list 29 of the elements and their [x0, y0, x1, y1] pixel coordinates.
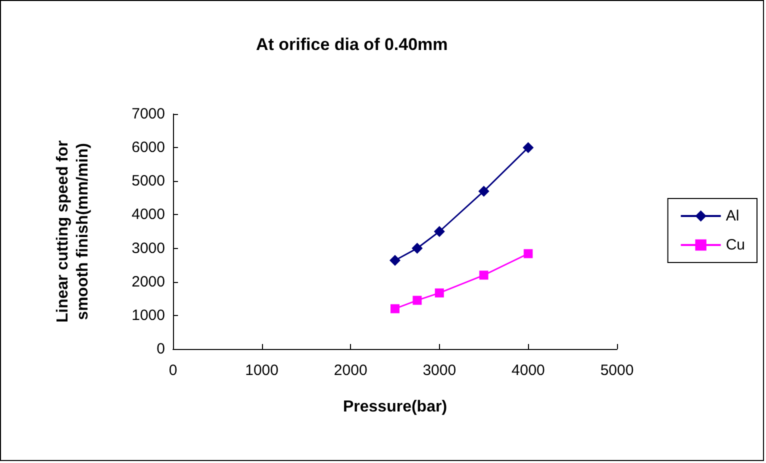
x-tick-label: 1000 — [245, 362, 278, 379]
point — [434, 226, 445, 237]
y-tick-label: 6000 — [132, 139, 165, 156]
point — [522, 142, 534, 154]
chart-title: At orifice dia of 0.40mm — [256, 35, 448, 54]
y-tick-label: 5000 — [132, 172, 165, 190]
point — [479, 270, 488, 280]
x-tick-label: 5000 — [600, 362, 634, 379]
x-tick-label: 2000 — [334, 362, 368, 379]
x-tick-label: 3000 — [422, 362, 456, 379]
point — [524, 249, 533, 258]
point — [412, 296, 422, 305]
y-tick-label: 2000 — [132, 273, 165, 290]
point — [390, 304, 400, 314]
point — [478, 186, 490, 197]
y-tick-label: 4000 — [132, 206, 165, 224]
y-axis-title: Linear cutting speed for smooth finish(mm/min) — [54, 140, 92, 323]
y-tick-label: 0 — [156, 340, 165, 358]
legend-label: Al — [726, 208, 740, 224]
y-tick-label: 1000 — [132, 306, 165, 324]
x-tick-label: 4000 — [512, 362, 545, 379]
y-tick-label: 7000 — [132, 106, 165, 122]
legend-label: Cu — [726, 236, 746, 254]
y-tick-label: 3000 — [132, 240, 165, 257]
point — [412, 242, 423, 254]
x-tick-label: 0 — [168, 362, 178, 379]
x-axis-title: Pressure(bar) — [342, 398, 448, 416]
point — [434, 288, 444, 298]
point — [390, 254, 400, 266]
